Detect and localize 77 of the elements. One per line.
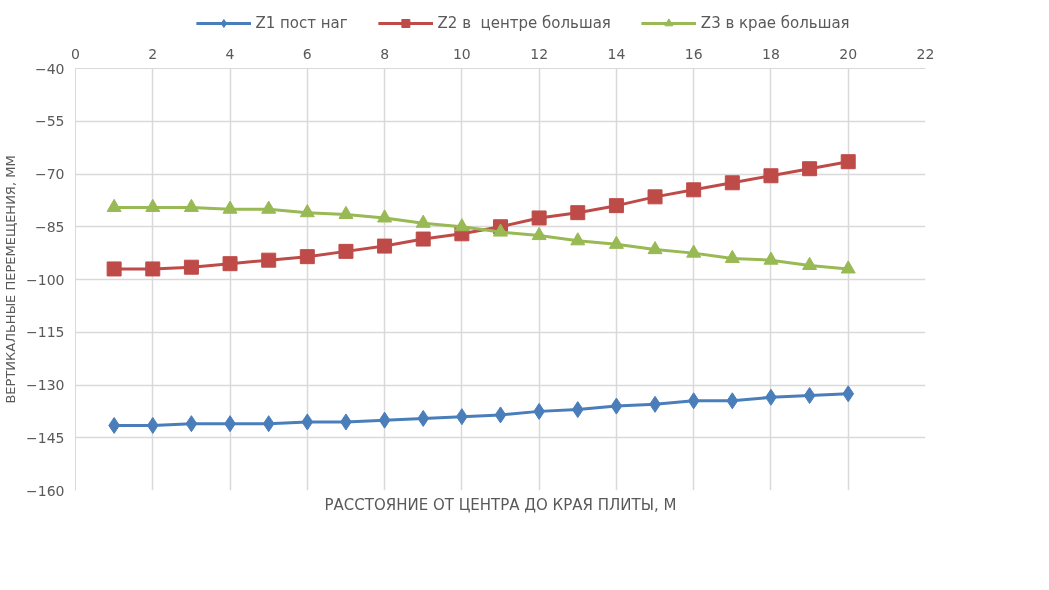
point [802,161,818,177]
x-tick-label: 20 [839,45,858,62]
y-tick-label: −115 [26,324,65,341]
x-tick-label: 16 [684,45,703,62]
point [338,205,354,219]
point [571,401,584,419]
point [301,413,314,431]
point [415,214,431,228]
y-tick-label: −55 [34,113,65,130]
point [417,409,430,427]
y-tick-label: −70 [34,166,65,182]
point [686,182,702,198]
point [183,198,199,212]
point [802,256,818,270]
x-tick-label: 18 [762,45,780,62]
point [338,243,354,259]
point [647,241,663,255]
point [415,231,431,247]
point [146,416,159,434]
point [185,415,198,433]
point [183,259,199,275]
point [686,244,702,258]
point [299,204,315,218]
point [610,397,623,415]
point [222,200,238,214]
point [763,251,779,265]
point [647,189,663,205]
legend-label: Z2 в центре большая [437,13,611,32]
point [145,198,161,212]
y-tick-label: −100 [26,271,65,288]
y-axis-title: ВЕРТИКАЛЬНЫЕ ПЕРЕМЕЩЕНИЯ, ММ [3,155,19,404]
point [106,261,122,277]
x-tick-label: 4 [225,45,235,62]
point [299,249,315,265]
x-tick-label: 22 [916,45,935,62]
point [724,249,740,263]
point [377,238,393,254]
point [608,235,624,249]
point [454,218,470,232]
legend-label: Z3 в крае большая [700,13,850,32]
point [608,198,624,214]
point [803,387,816,405]
point [842,385,855,403]
point [724,175,740,191]
point [261,252,277,268]
point [262,415,275,433]
point [840,154,856,170]
x-tick-label: 10 [452,45,471,62]
point [531,226,547,241]
x-tick-label: 0 [71,45,80,62]
legend-label: Z1 пост наг [255,13,348,32]
point [531,210,547,226]
point [570,232,586,246]
point [145,261,161,277]
x-tick-label: 12 [530,45,549,62]
point [494,406,507,424]
y-tick-label: −130 [26,377,65,393]
y-tick-label: −85 [34,218,65,235]
point [222,256,238,272]
point [106,198,122,212]
point [493,223,508,237]
x-axis-title: РАССТОЯНИЕ ОТ ЦЕНТРА ДО КРАЯ ПЛИТЫ, М [324,495,677,514]
x-tick-label: 14 [607,45,626,62]
y-tick-label: −145 [26,429,65,446]
point [687,392,700,410]
x-tick-label: 6 [302,45,312,62]
point [377,209,393,223]
y-tick-label: −160 [26,482,65,499]
x-tick-label: 8 [380,45,390,62]
point [261,200,277,214]
point [570,205,586,221]
point [763,168,779,184]
point [840,260,856,274]
y-tick-label: −40 [34,60,65,77]
x-tick-label: 2 [148,45,158,62]
point [726,392,739,410]
point [378,411,391,429]
